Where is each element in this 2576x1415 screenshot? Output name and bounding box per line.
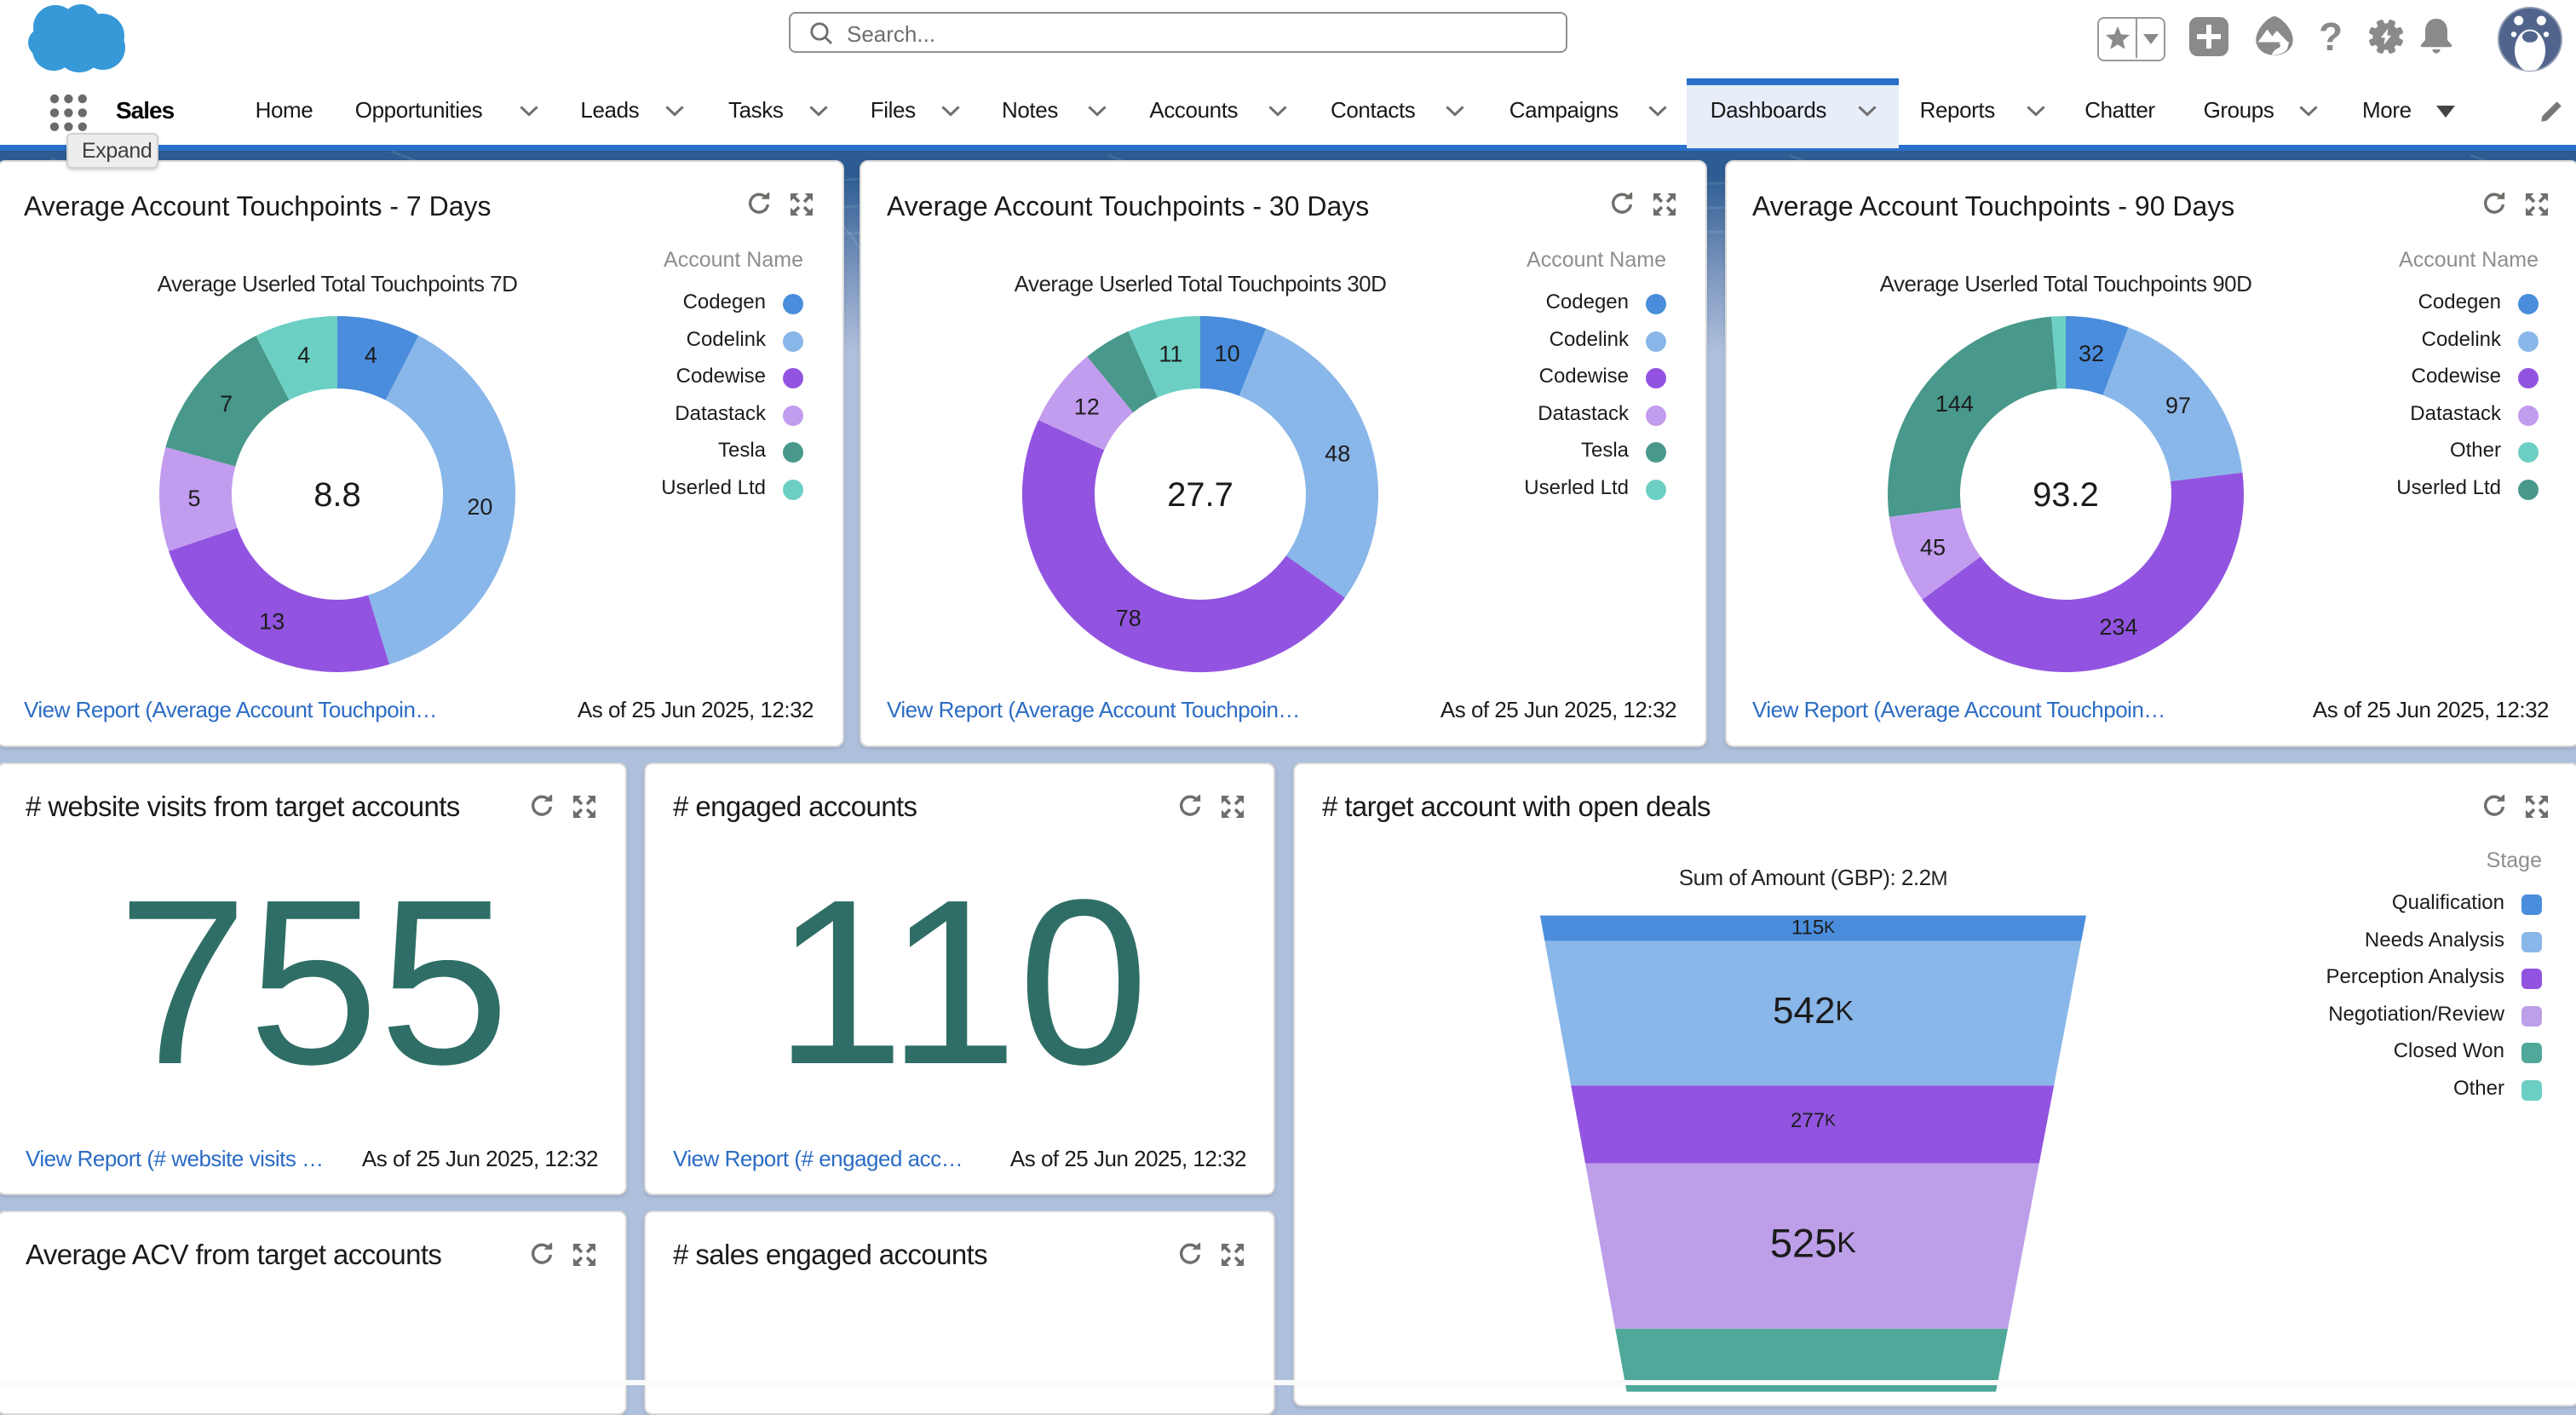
- svg-text:20: 20: [467, 494, 492, 520]
- svg-text:115K: 115K: [1791, 917, 1835, 940]
- svg-text:525K: 525K: [1770, 1221, 1856, 1266]
- svg-text:45: 45: [1920, 534, 1946, 560]
- svg-text:277K: 277K: [1791, 1109, 1836, 1132]
- svg-text:7: 7: [220, 391, 233, 417]
- svg-text:5: 5: [187, 486, 200, 511]
- svg-text:13: 13: [259, 608, 285, 634]
- svg-text:4: 4: [297, 342, 310, 368]
- svg-text:542K: 542K: [1773, 990, 1854, 1032]
- svg-text:11: 11: [1159, 342, 1182, 367]
- svg-text:10: 10: [1215, 341, 1240, 366]
- svg-text:32: 32: [2079, 341, 2104, 366]
- svg-text:234: 234: [2099, 614, 2137, 640]
- svg-text:48: 48: [1325, 441, 1350, 467]
- svg-text:144: 144: [1935, 391, 1974, 417]
- svg-text:12: 12: [1074, 394, 1100, 420]
- svg-text:97: 97: [2165, 393, 2191, 418]
- svg-text:78: 78: [1116, 605, 1141, 630]
- svg-text:4: 4: [365, 342, 377, 368]
